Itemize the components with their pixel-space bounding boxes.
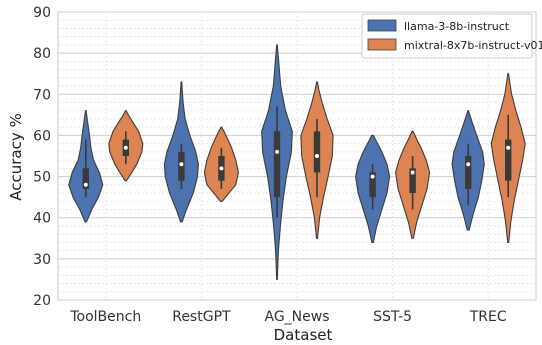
- y-tick-label: 80: [33, 46, 51, 62]
- y-tick-label: 60: [33, 128, 51, 144]
- x-tick-labels: ToolBench RestGPT AG_News SST-5 TREC: [69, 309, 507, 325]
- x-tick-label: AG_News: [264, 309, 329, 325]
- violin-iqr-box: [313, 131, 321, 173]
- y-tick-labels: 20 30 40 50 60 70 80 90: [33, 5, 51, 309]
- violin-median: [370, 174, 375, 179]
- x-tick-label: SST-5: [373, 309, 412, 325]
- y-tick-label: 30: [33, 252, 51, 268]
- legend: llama-3-8b-instruct mixtral-8x7b-instruc…: [361, 13, 542, 59]
- violin-iqr-box: [82, 168, 89, 189]
- legend-box: [361, 13, 533, 59]
- violin-iqr-box: [465, 156, 472, 189]
- legend-swatch-llama: [367, 19, 397, 32]
- violin-iqr-box: [273, 131, 281, 198]
- violin-median: [506, 145, 511, 150]
- x-tick-label: ToolBench: [69, 309, 141, 325]
- violin-median: [83, 182, 88, 187]
- y-tick-label: 40: [33, 211, 51, 227]
- y-tick-label: 50: [33, 170, 51, 186]
- violin-median: [410, 170, 415, 175]
- y-tick-label: 70: [33, 87, 51, 103]
- violin-iqr-box: [505, 139, 512, 181]
- legend-label-llama: llama-3-8b-instruct: [404, 20, 510, 33]
- violin-median: [179, 162, 184, 167]
- violin-iqr-box: [409, 168, 416, 194]
- violin-median: [315, 154, 319, 158]
- violin-median: [219, 166, 224, 171]
- x-axis-label: Dataset: [274, 326, 333, 344]
- y-axis-label: Accuracy %: [7, 113, 25, 201]
- x-tick-label: TREC: [469, 309, 507, 325]
- violin-iqr-box: [369, 172, 376, 198]
- violins-layer: [68, 44, 526, 280]
- y-tick-label: 90: [33, 5, 51, 21]
- legend-label-mixtral: mixtral-8x7b-instruct-v01: [404, 39, 542, 52]
- y-tick-label: 20: [33, 293, 51, 309]
- x-tick-label: RestGPT: [172, 309, 231, 325]
- violin-median: [123, 145, 128, 150]
- legend-swatch-mixtral: [367, 38, 397, 51]
- violin-iqr-box: [178, 151, 185, 181]
- violin-median: [466, 162, 471, 167]
- violin-median: [275, 149, 279, 154]
